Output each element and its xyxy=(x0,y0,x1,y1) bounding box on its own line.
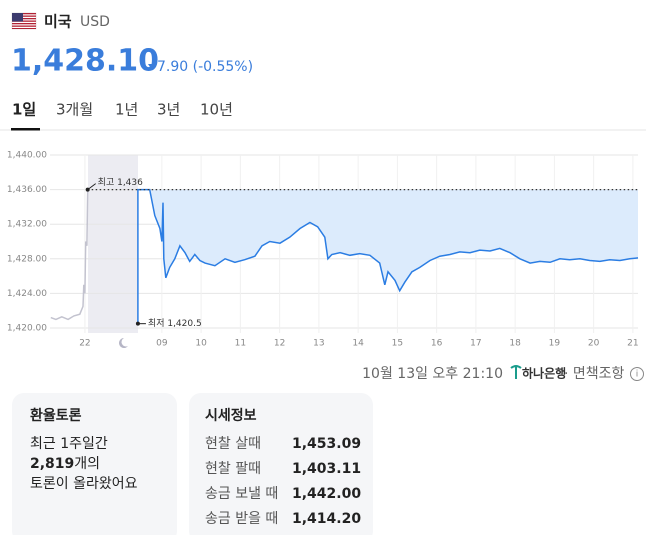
x-tick-label: 18 xyxy=(509,339,521,349)
x-tick-label: 13 xyxy=(313,339,324,349)
night-band xyxy=(88,155,138,333)
quote-label: 송금 받을 때 xyxy=(205,511,278,527)
line xyxy=(50,189,89,321)
info-i: i xyxy=(636,370,639,380)
x-tick-label: 16 xyxy=(431,339,443,349)
quote-rows: 현찰 살때 1,453.09 현찰 팔때 1,403.11 송금 보낼 때 1,442.0… xyxy=(205,436,361,527)
x-tick-label: 22 xyxy=(79,339,90,349)
quote-value: 1,442.00 xyxy=(292,486,361,502)
quote-label: 현찰 팔때 xyxy=(205,461,261,477)
x-tick-label: 09 xyxy=(156,339,168,349)
y-tick-label: 1,432.00 xyxy=(7,220,47,230)
tab[interactable]: 3개월 xyxy=(56,101,93,119)
annotation-label: 최고 1,436 xyxy=(98,177,143,188)
night-icon xyxy=(119,338,128,348)
discussion-card[interactable] xyxy=(12,393,177,535)
card-text: 토론이 올라왔어요 xyxy=(30,476,138,492)
timestamp: 10월 13일 오후 21:10 xyxy=(362,366,503,382)
tab[interactable]: 10년 xyxy=(200,101,233,119)
x-tick-label: 21 xyxy=(627,339,638,349)
country: 미국 xyxy=(44,13,72,31)
card-title: 시세정보 xyxy=(205,407,257,424)
count-suffix: 개의 xyxy=(74,456,100,472)
tab[interactable]: 3년 xyxy=(157,101,180,119)
y-tick-label: 1,436.00 xyxy=(7,185,47,195)
annotation-label: 최저 1,420.5 xyxy=(148,318,202,329)
bank-logo xyxy=(510,365,522,379)
bank: 하나은행 xyxy=(522,366,566,381)
disclaimer[interactable]: · 면책조항 xyxy=(564,366,625,382)
area-fill xyxy=(137,189,638,324)
line xyxy=(137,188,639,324)
x-tick-label: 20 xyxy=(588,339,600,349)
tab-underline xyxy=(11,128,40,131)
change: 7.90 (-0.55%) xyxy=(157,59,253,75)
plot: 1,420.00 1,424.00 1,428.00 1,432.00 1,436.00… xyxy=(7,151,639,349)
x-tick-label: 15 xyxy=(392,339,403,349)
tab[interactable]: 1일 xyxy=(12,101,36,119)
x-tick-label: 17 xyxy=(470,339,481,349)
card-text: 2,819개의 xyxy=(30,456,100,472)
quote-value: 1,414.20 xyxy=(292,511,361,527)
x-tick-label: 19 xyxy=(549,339,561,349)
quote-label: 현찰 살때 xyxy=(205,436,261,452)
x-tick-label: 12 xyxy=(274,339,285,349)
currency: USD xyxy=(80,14,110,30)
price: 1,428.10 xyxy=(11,44,159,79)
y-tick-label: 1,428.00 xyxy=(7,254,47,264)
x-tick-label: 14 xyxy=(352,339,364,349)
card-text: 최근 1주일간 xyxy=(30,436,108,452)
down-arrow xyxy=(148,64,156,70)
y-tick-label: 1,424.00 xyxy=(7,289,47,299)
flag xyxy=(11,12,37,30)
x-tick-label: 10 xyxy=(195,339,207,349)
card-title: 환율토론 xyxy=(30,407,82,424)
quote-card xyxy=(189,393,373,535)
quote-label: 송금 보낼 때 xyxy=(205,486,278,502)
annotation-leader xyxy=(87,183,96,191)
info-icon[interactable] xyxy=(630,367,644,381)
y-tick-label: 1,440.00 xyxy=(7,151,47,161)
tab[interactable]: 1년 xyxy=(115,101,138,119)
quote-value: 1,453.09 xyxy=(292,436,361,452)
x-tick-label: 11 xyxy=(235,339,246,349)
count: 2,819 xyxy=(30,456,74,472)
quote-value: 1,403.11 xyxy=(292,461,361,477)
y-tick-label: 1,420.00 xyxy=(7,324,47,334)
